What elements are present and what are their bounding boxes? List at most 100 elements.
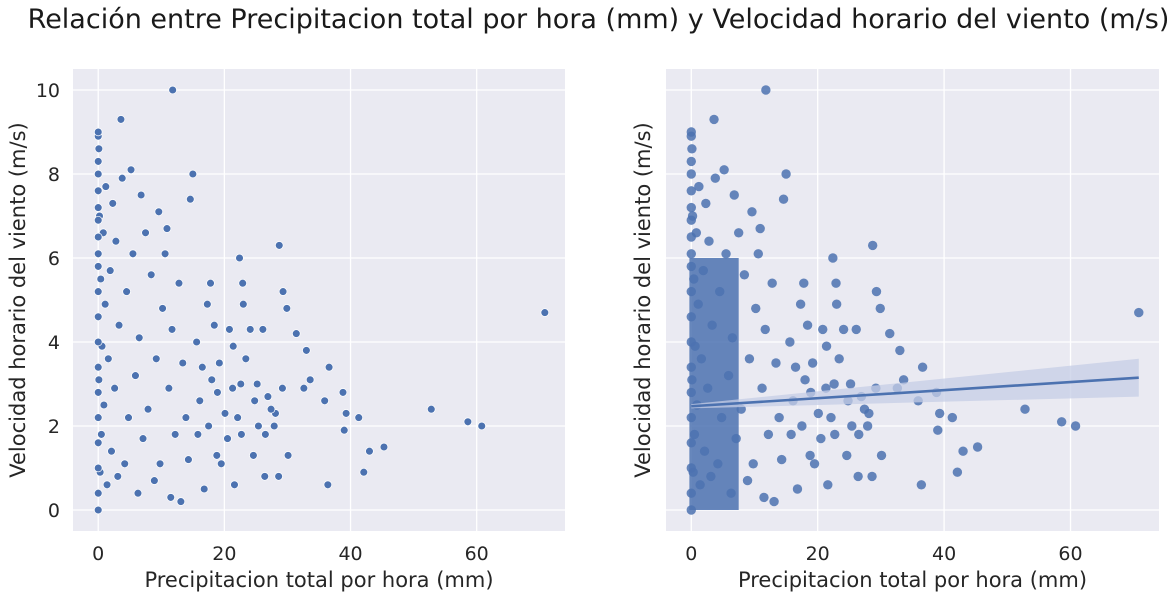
scatter-point [947,412,958,423]
scatter-point [138,434,148,443]
scatter-point [838,324,849,335]
scatter-point [235,253,244,263]
x-tick-label: 40 [338,543,362,565]
scatter-point [198,362,207,372]
scatter-point [867,471,877,482]
scatter-point [767,278,777,288]
scatter-point [93,215,103,225]
scatter-point [278,383,287,393]
scatter-point [93,127,103,137]
scatter-point [93,388,103,397]
scatter-point [823,480,833,490]
scatter-point [379,442,389,452]
scatter-point [141,228,150,238]
scatter-point [686,156,696,167]
scatter-point [269,421,279,431]
scatter-point [292,329,301,338]
scatter-point [744,354,755,364]
scatter-point [233,413,242,422]
scatter-point [93,337,103,347]
scatter-point [260,472,270,481]
scatter-point [237,430,246,439]
x-tick-label: 20 [806,543,830,565]
scatter-point [93,463,103,473]
scatter-point [203,299,212,309]
y-tick-label: 6 [48,248,60,270]
scatter-point [111,236,121,246]
scatter-point [463,417,473,427]
scatter-point [104,354,113,364]
scatter-point [136,190,146,200]
scatter-point [168,85,177,95]
scatter-point [324,362,334,372]
x-tick-label: 60 [1058,543,1082,565]
scatter-point [101,182,111,191]
scatter-point [131,371,140,380]
scatter-point [885,328,895,339]
scatter-point [686,186,696,196]
scatter-point [186,194,195,204]
scatter-point [170,430,180,439]
scatter-point [212,451,222,460]
scatter-point [302,346,311,355]
scatter-point [99,400,109,410]
scatter-point [93,488,103,498]
scatter-point [230,480,239,490]
scatter-point [164,383,174,393]
scatter-point [261,430,270,439]
scatter-point [323,480,333,490]
scatter-point [250,396,259,406]
scatter-point [686,249,696,259]
scatter-point [972,442,983,452]
scatter-point [477,421,486,431]
scatter-point [686,169,696,179]
scatter-point [158,304,167,313]
scatter-point [128,249,138,259]
scatter-point [122,287,131,296]
scatter-point [126,165,136,175]
scatter-point [152,354,161,364]
scatter-point [93,312,103,322]
scatter-point [365,446,374,456]
scatter-point [862,421,873,431]
scatter-point [853,471,863,482]
scatter-point [223,434,232,443]
scatter-point [133,488,143,498]
scatter-point [97,430,106,439]
scatter-point [283,451,293,460]
scatter-point [93,438,103,448]
scatter-point [776,454,787,465]
scatter-point [871,286,882,297]
x-axis-label: Precipitacion total por hora (mm) [144,568,493,592]
scatter-point [952,467,963,477]
y-axis-label: Velocidad horario del viento (m/s) [631,122,655,477]
scatter-point [236,379,246,389]
scatter-point [96,274,106,284]
scatter-point [760,324,770,335]
scatter-point [124,413,133,422]
scatter-point [854,429,864,440]
scatter-dense-cloud [689,258,739,510]
scatter-point [278,287,288,296]
scatter-point [354,413,363,422]
scatter-point [916,480,927,490]
scatter-point [757,383,767,393]
scatter-point [802,320,813,330]
x-tick-label: 20 [212,543,236,565]
scatter-point [252,379,262,389]
scatter-point [831,278,841,288]
scatter-point [778,194,789,204]
scatter-point [210,320,219,330]
marks-layer [686,85,1144,515]
scatter-point [195,396,205,406]
figure-title: Relación entre Precipitacion total por h… [27,4,1167,35]
scatter-point [320,396,329,406]
x-tick-label: 0 [92,543,104,565]
x-tick-label: 40 [932,543,956,565]
scatter-point [167,325,177,334]
scatter-point [786,429,796,440]
scatter-point [199,484,209,494]
scatter-point [701,198,711,209]
scatter-point [238,278,247,288]
